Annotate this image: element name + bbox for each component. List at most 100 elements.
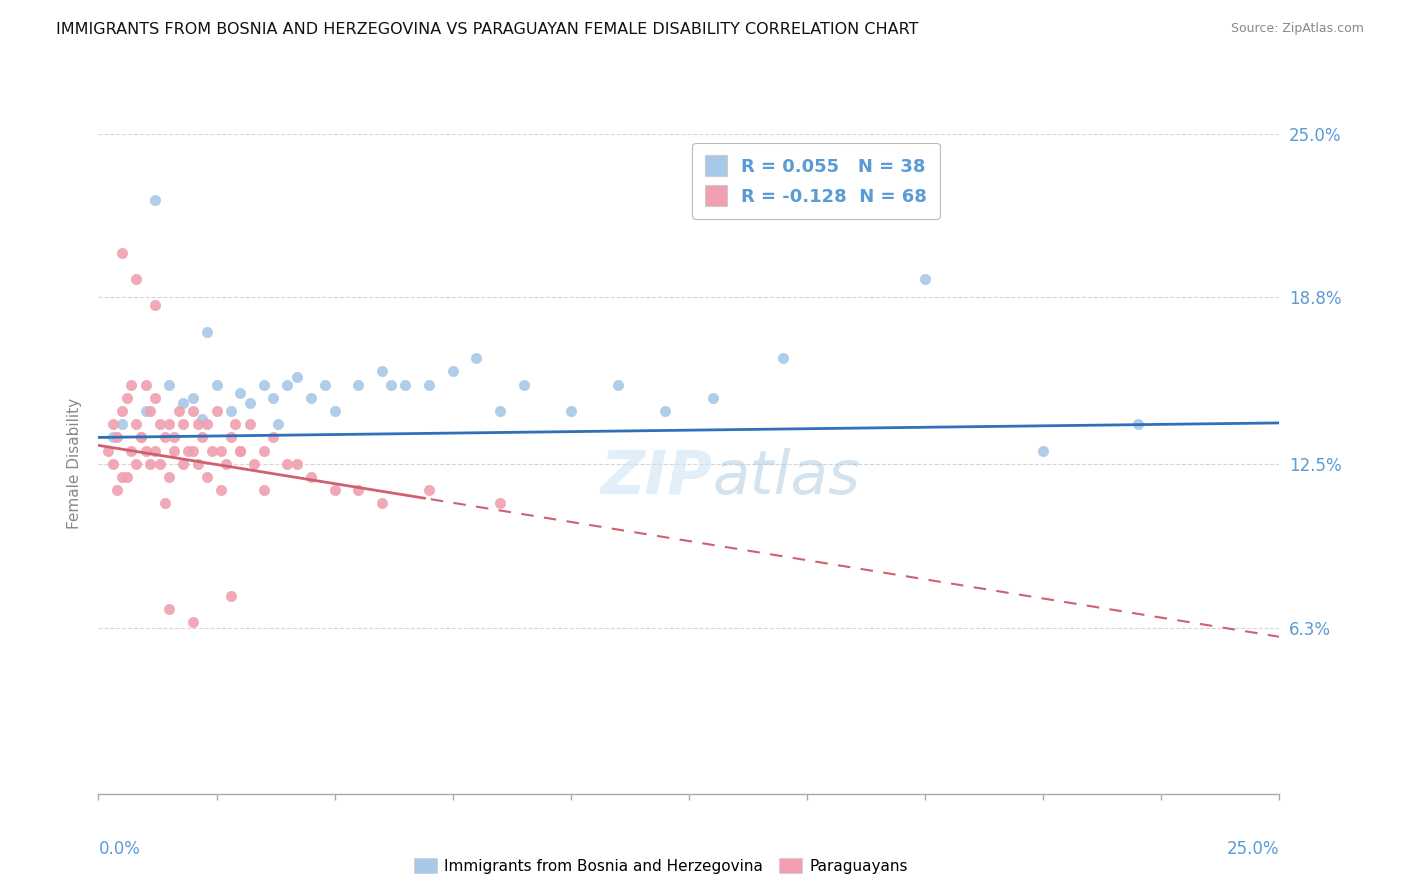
- Point: [101, 457, 124, 471]
- Point: [181, 443, 204, 458]
- Point: [125, 457, 148, 471]
- Point: [129, 430, 152, 444]
- Point: [105, 483, 128, 498]
- Point: [219, 404, 242, 418]
- Point: [101, 417, 124, 432]
- Point: [285, 457, 308, 471]
- Point: [267, 417, 290, 432]
- Legend: Immigrants from Bosnia and Herzegovina, Paraguayans: Immigrants from Bosnia and Herzegovina, …: [408, 852, 914, 880]
- Point: [219, 430, 242, 444]
- Point: [262, 430, 284, 444]
- Point: [135, 377, 157, 392]
- Point: [121, 377, 143, 392]
- Point: [323, 483, 346, 498]
- Point: [153, 430, 176, 444]
- Point: [702, 391, 724, 405]
- Text: ZIP: ZIP: [600, 448, 713, 507]
- Point: [347, 377, 370, 392]
- Point: [181, 404, 204, 418]
- Point: [139, 404, 162, 418]
- Point: [219, 589, 242, 603]
- Point: [97, 443, 120, 458]
- Point: [187, 457, 209, 471]
- Point: [394, 377, 416, 392]
- Point: [153, 496, 176, 510]
- Point: [177, 443, 200, 458]
- Point: [262, 391, 284, 405]
- Point: [253, 443, 276, 458]
- Y-axis label: Female Disability: Female Disability: [67, 398, 83, 530]
- Point: [314, 377, 336, 392]
- Point: [181, 391, 204, 405]
- Point: [1126, 417, 1149, 432]
- Point: [187, 417, 209, 432]
- Point: [914, 272, 936, 286]
- Point: [149, 457, 172, 471]
- Point: [229, 443, 252, 458]
- Point: [157, 377, 180, 392]
- Point: [111, 245, 134, 260]
- Point: [205, 377, 228, 392]
- Text: IMMIGRANTS FROM BOSNIA AND HERZEGOVINA VS PARAGUAYAN FEMALE DISABILITY CORRELATI: IMMIGRANTS FROM BOSNIA AND HERZEGOVINA V…: [56, 22, 918, 37]
- Point: [139, 457, 162, 471]
- Point: [121, 443, 143, 458]
- Point: [195, 325, 218, 339]
- Point: [172, 396, 194, 410]
- Text: 25.0%: 25.0%: [1227, 840, 1279, 858]
- Point: [135, 404, 157, 418]
- Point: [135, 443, 157, 458]
- Point: [101, 430, 124, 444]
- Point: [441, 364, 464, 378]
- Point: [157, 417, 180, 432]
- Point: [215, 457, 238, 471]
- Point: [115, 391, 138, 405]
- Point: [489, 404, 512, 418]
- Point: [181, 615, 204, 630]
- Point: [239, 396, 262, 410]
- Point: [195, 417, 218, 432]
- Point: [195, 470, 218, 484]
- Point: [772, 351, 794, 366]
- Point: [105, 430, 128, 444]
- Point: [163, 443, 186, 458]
- Point: [163, 430, 186, 444]
- Point: [172, 457, 194, 471]
- Point: [465, 351, 488, 366]
- Point: [125, 272, 148, 286]
- Point: [224, 417, 246, 432]
- Point: [143, 443, 166, 458]
- Point: [418, 483, 440, 498]
- Point: [111, 470, 134, 484]
- Point: [201, 443, 224, 458]
- Point: [172, 417, 194, 432]
- Point: [229, 443, 252, 458]
- Point: [143, 298, 166, 312]
- Point: [347, 483, 370, 498]
- Point: [1032, 443, 1054, 458]
- Legend: R = 0.055   N = 38, R = -0.128  N = 68: R = 0.055 N = 38, R = -0.128 N = 68: [693, 143, 939, 219]
- Point: [157, 602, 180, 616]
- Point: [489, 496, 512, 510]
- Point: [143, 391, 166, 405]
- Point: [512, 377, 534, 392]
- Point: [167, 404, 190, 418]
- Point: [229, 385, 252, 400]
- Point: [299, 391, 322, 405]
- Point: [111, 417, 134, 432]
- Point: [299, 470, 322, 484]
- Point: [129, 430, 152, 444]
- Point: [253, 483, 276, 498]
- Point: [191, 430, 214, 444]
- Point: [239, 417, 262, 432]
- Point: [205, 404, 228, 418]
- Point: [143, 193, 166, 207]
- Point: [149, 417, 172, 432]
- Point: [209, 483, 232, 498]
- Point: [243, 457, 266, 471]
- Text: atlas: atlas: [713, 448, 860, 507]
- Point: [191, 412, 214, 426]
- Point: [209, 443, 232, 458]
- Point: [607, 377, 630, 392]
- Point: [157, 470, 180, 484]
- Point: [418, 377, 440, 392]
